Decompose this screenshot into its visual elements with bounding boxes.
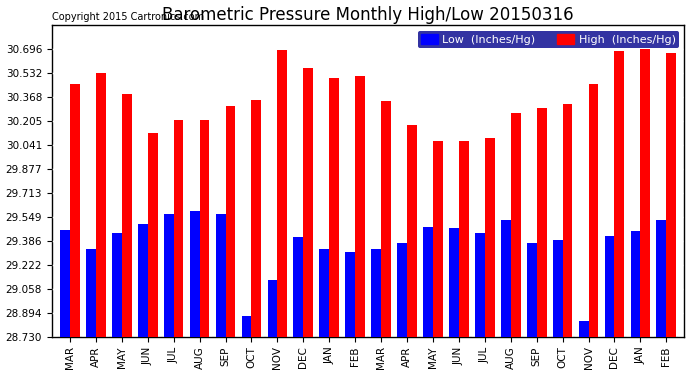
Bar: [537, 108, 546, 337]
Bar: [190, 211, 199, 337]
Bar: [381, 101, 391, 337]
Bar: [148, 134, 157, 337]
Bar: [459, 141, 469, 337]
Bar: [345, 252, 355, 337]
Bar: [640, 48, 650, 337]
Bar: [407, 124, 417, 337]
Bar: [526, 243, 537, 337]
Bar: [485, 138, 495, 337]
Bar: [277, 50, 287, 337]
Bar: [199, 120, 210, 337]
Bar: [304, 68, 313, 337]
Bar: [60, 230, 70, 337]
Bar: [226, 105, 235, 337]
Bar: [251, 100, 262, 337]
Bar: [614, 51, 624, 337]
Bar: [112, 233, 122, 337]
Legend: Low  (Inches/Hg), High  (Inches/Hg): Low (Inches/Hg), High (Inches/Hg): [417, 31, 679, 48]
Bar: [631, 231, 640, 337]
Bar: [562, 104, 573, 337]
Bar: [122, 94, 132, 337]
Bar: [449, 228, 459, 337]
Bar: [475, 233, 485, 337]
Bar: [319, 249, 329, 337]
Bar: [174, 120, 184, 337]
Bar: [138, 224, 148, 337]
Bar: [268, 280, 277, 337]
Bar: [164, 214, 174, 337]
Bar: [589, 84, 598, 337]
Bar: [433, 141, 443, 337]
Bar: [86, 249, 96, 337]
Bar: [579, 321, 589, 337]
Bar: [355, 76, 365, 337]
Title: Barometric Pressure Monthly High/Low 20150316: Barometric Pressure Monthly High/Low 201…: [162, 6, 574, 24]
Bar: [216, 214, 226, 337]
Bar: [604, 236, 614, 337]
Bar: [501, 220, 511, 337]
Bar: [656, 220, 667, 337]
Bar: [553, 240, 562, 337]
Bar: [96, 74, 106, 337]
Bar: [511, 113, 520, 337]
Bar: [667, 53, 676, 337]
Text: Copyright 2015 Cartronics.com: Copyright 2015 Cartronics.com: [52, 12, 204, 22]
Bar: [70, 84, 80, 337]
Bar: [423, 227, 433, 337]
Bar: [397, 243, 407, 337]
Bar: [371, 249, 381, 337]
Bar: [293, 237, 304, 337]
Bar: [241, 316, 251, 337]
Bar: [329, 78, 339, 337]
